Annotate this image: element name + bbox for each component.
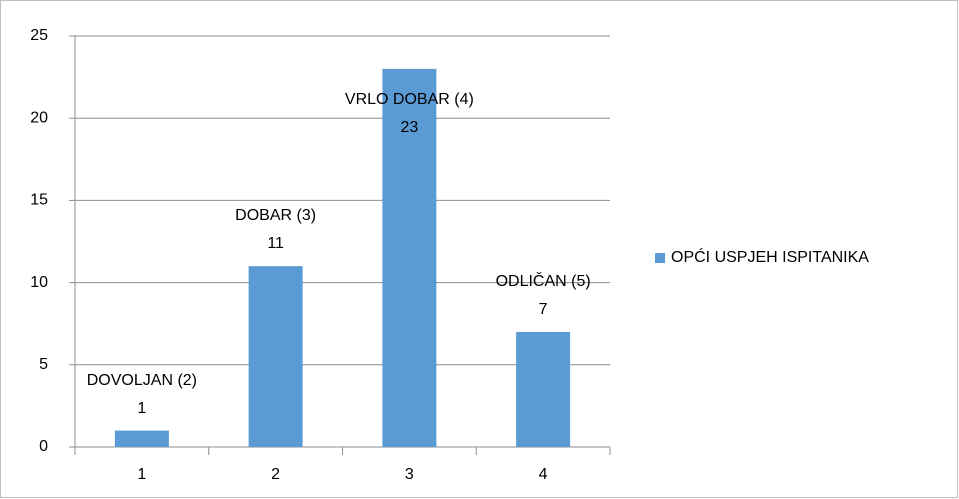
y-tick-label: 25	[30, 27, 48, 44]
data-label-name: ODLIČAN (5)	[495, 272, 591, 290]
data-label-value: 11	[267, 235, 284, 253]
bar	[516, 331, 571, 447]
y-tick-label: 0	[39, 438, 48, 455]
bar	[382, 68, 437, 447]
legend-label: OPĆI USPJEH ISPITANIKA	[671, 247, 869, 266]
y-tick-label: 10	[30, 274, 48, 291]
data-label-value: 7	[538, 300, 548, 318]
x-tick-label: 1	[137, 466, 146, 483]
data-label-name: DOBAR (3)	[235, 207, 317, 225]
x-tick-label: 2	[271, 466, 280, 483]
x-tick-label: 3	[405, 466, 414, 483]
x-tick-label: 4	[539, 466, 548, 483]
bar	[248, 266, 303, 447]
y-tick-label: 15	[30, 192, 48, 209]
data-label-value: 1	[137, 399, 147, 417]
y-tick-label: 5	[39, 356, 48, 373]
data-label-value: 23	[400, 119, 419, 136]
bar	[114, 430, 169, 447]
data-label-name: DOVOLJAN (2)	[86, 371, 197, 389]
y-tick-label: 20	[30, 109, 48, 126]
legend-swatch	[655, 253, 665, 263]
data-label-name: VRLO DOBAR (4)	[344, 91, 474, 108]
